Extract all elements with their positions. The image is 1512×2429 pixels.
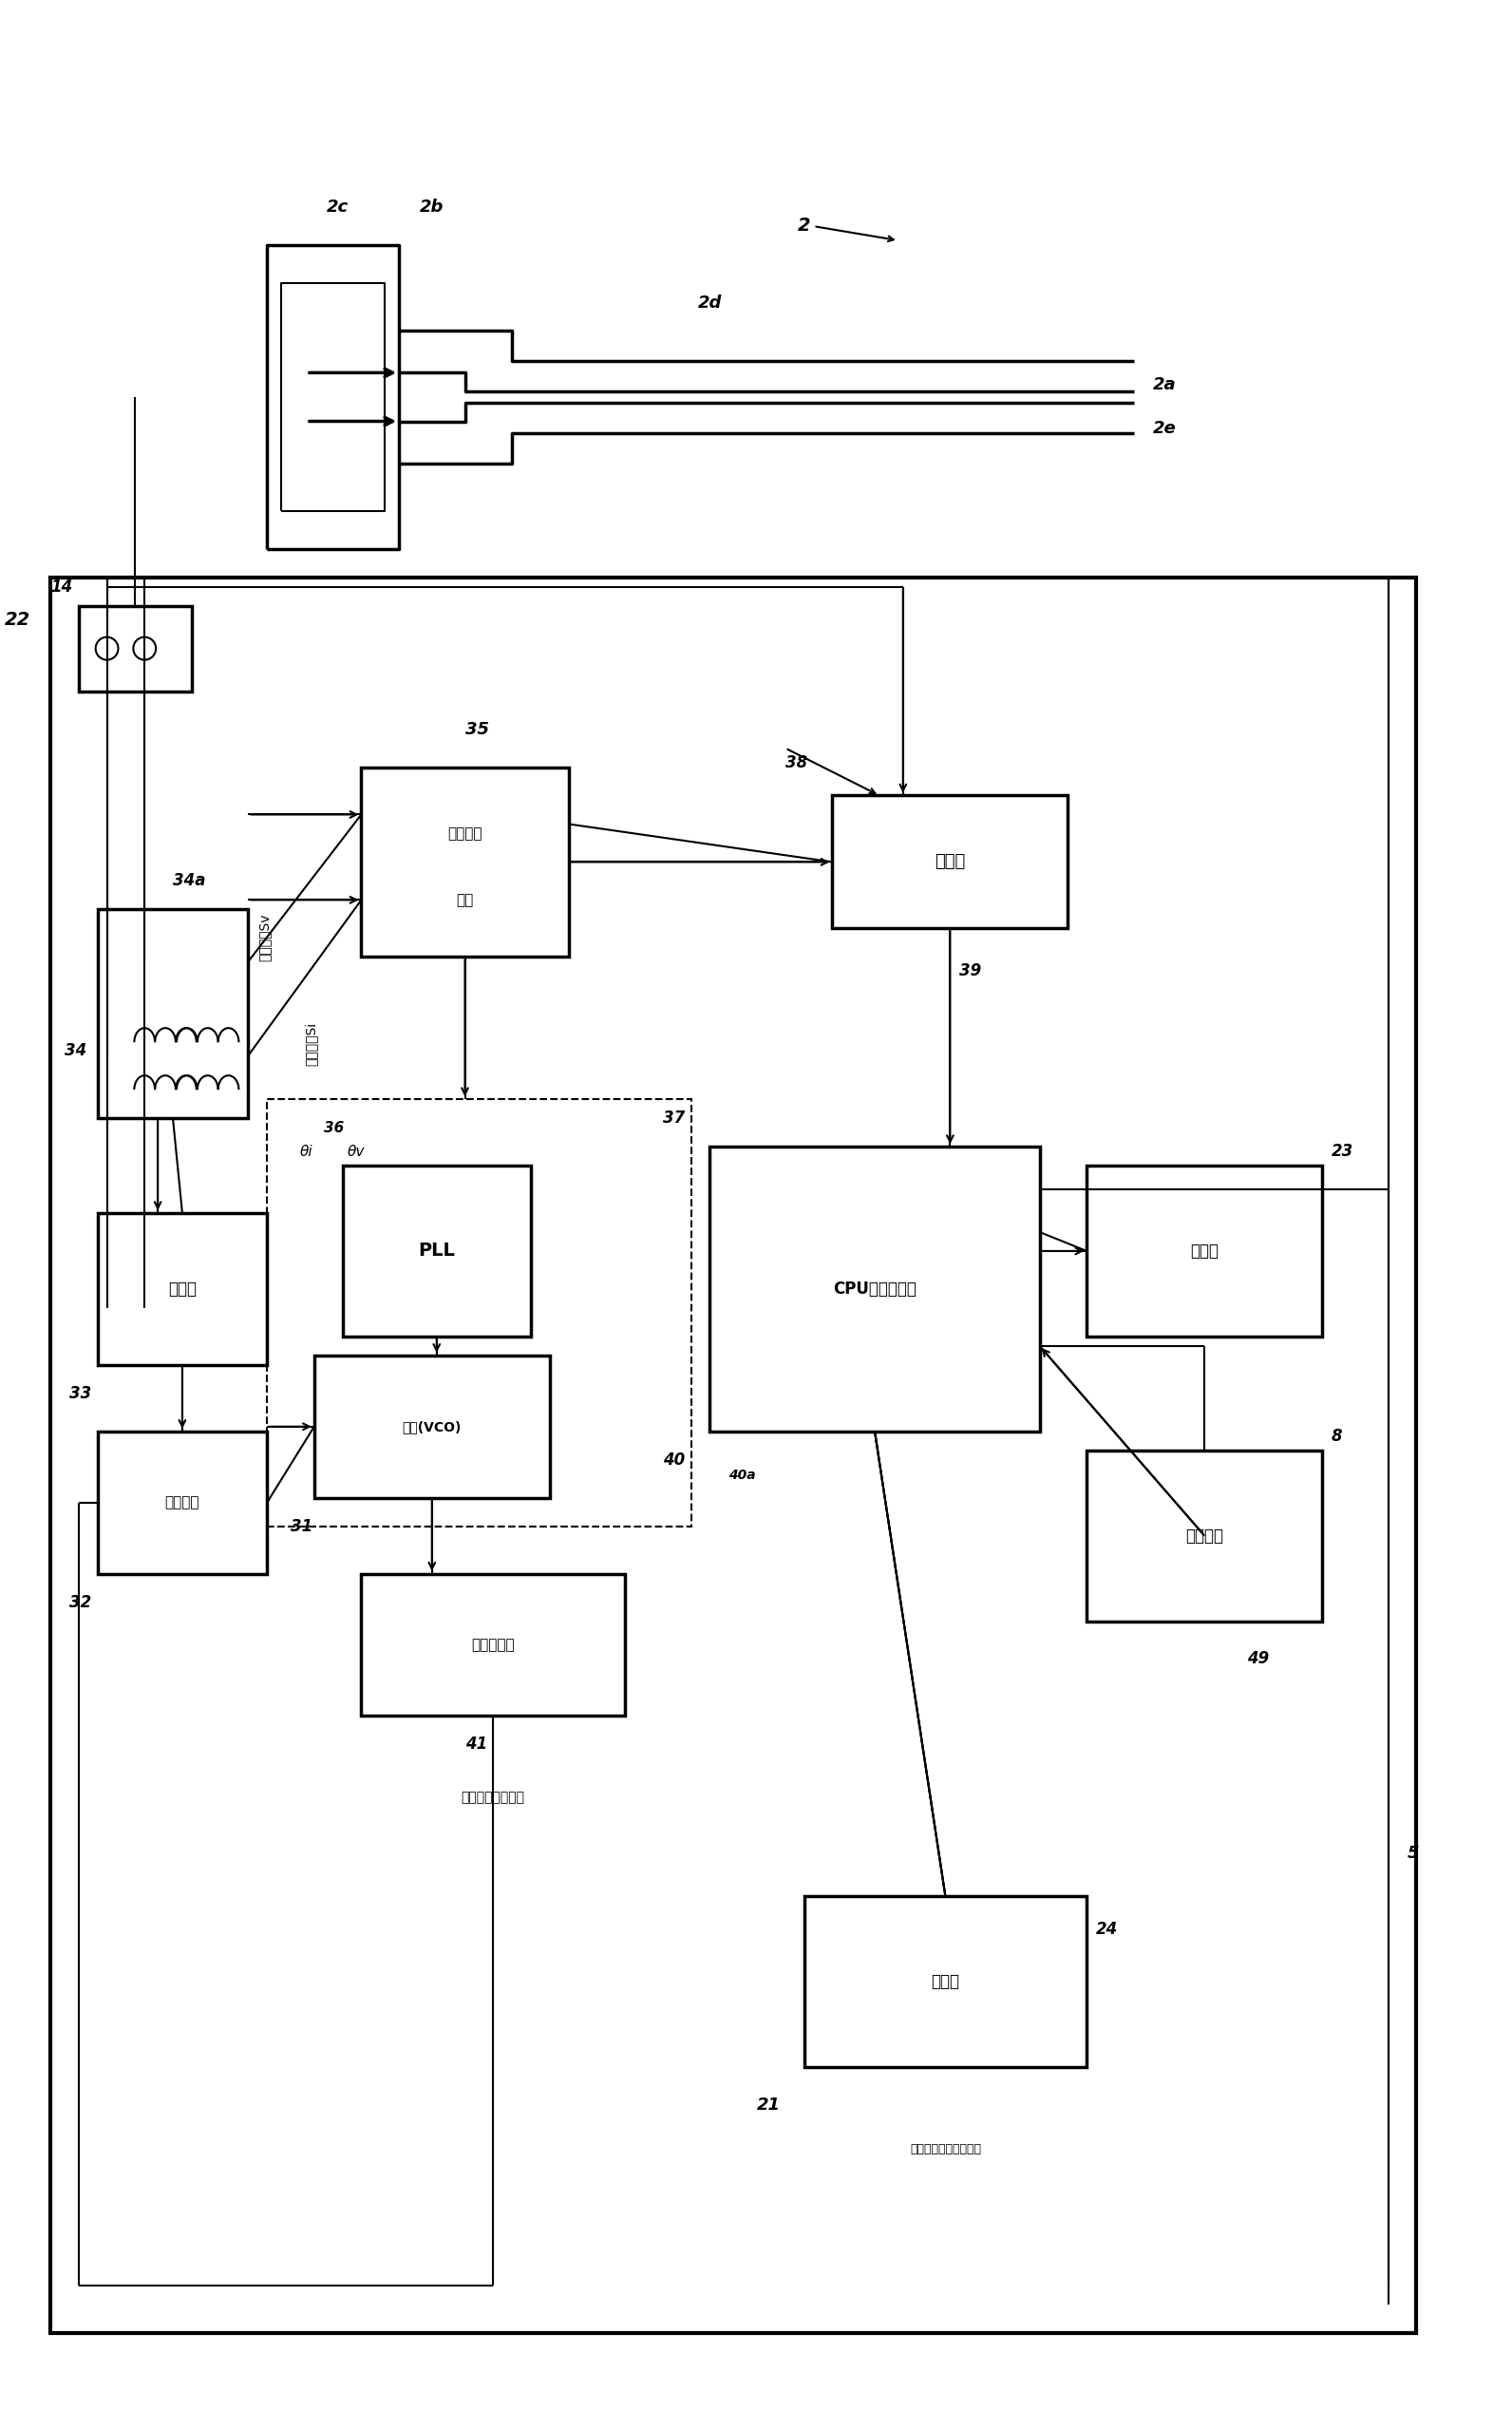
Text: 2c: 2c [327, 199, 349, 216]
Text: 检测: 检测 [457, 894, 473, 906]
Text: 40: 40 [662, 1450, 685, 1470]
Text: 滤波器: 滤波器 [934, 853, 966, 870]
Text: 32: 32 [70, 1593, 91, 1610]
FancyBboxPatch shape [361, 1574, 624, 1715]
Text: 21: 21 [758, 2096, 780, 2113]
Text: 电流信号Si: 电流信号Si [305, 1023, 318, 1066]
Text: 24: 24 [1096, 1921, 1119, 1938]
Text: 35: 35 [464, 721, 488, 738]
Text: 34a: 34a [172, 872, 206, 889]
FancyBboxPatch shape [342, 1166, 531, 1336]
Text: 5: 5 [1408, 1846, 1418, 1863]
Text: 设定部: 设定部 [931, 1972, 960, 1989]
Text: 23: 23 [1332, 1142, 1353, 1161]
FancyBboxPatch shape [50, 578, 1417, 2332]
Text: 电压信号Sv: 电压信号Sv [257, 913, 271, 962]
Text: 38: 38 [785, 753, 807, 770]
FancyBboxPatch shape [804, 1897, 1087, 2067]
Text: 37: 37 [662, 1110, 685, 1127]
Text: θi: θi [299, 1144, 313, 1159]
FancyBboxPatch shape [97, 908, 248, 1117]
Text: 电流电压: 电流电压 [448, 826, 482, 840]
Text: 输出电流设定信号: 输出电流设定信号 [461, 1790, 525, 1805]
FancyBboxPatch shape [79, 605, 192, 692]
Text: 2d: 2d [699, 294, 721, 311]
Text: 40a: 40a [729, 1467, 756, 1482]
Text: θv: θv [348, 1144, 364, 1159]
FancyBboxPatch shape [97, 1431, 268, 1574]
Text: 放大器: 放大器 [168, 1280, 197, 1297]
Text: 34: 34 [65, 1042, 86, 1059]
Text: 2b: 2b [420, 199, 445, 216]
Text: CPU抑制控制部: CPU抑制控制部 [833, 1280, 916, 1297]
FancyBboxPatch shape [314, 1355, 550, 1499]
Text: 39: 39 [960, 962, 981, 979]
Text: PLL: PLL [419, 1241, 455, 1261]
Text: 振荡(VCO): 振荡(VCO) [402, 1421, 461, 1433]
Text: 2a: 2a [1152, 376, 1176, 393]
Text: 41: 41 [464, 1737, 487, 1754]
Text: 差动放大器: 差动放大器 [472, 1637, 516, 1652]
Text: 脚踏开关: 脚踏开关 [1185, 1528, 1223, 1545]
Text: 14: 14 [50, 578, 73, 595]
FancyBboxPatch shape [709, 1146, 1040, 1431]
Text: 2: 2 [798, 216, 810, 236]
Text: 控制模式信号、设定値: 控制模式信号、设定値 [910, 2142, 981, 2155]
Text: 22: 22 [5, 610, 30, 629]
Text: 49: 49 [1247, 1652, 1269, 1669]
Text: 36: 36 [324, 1122, 343, 1134]
Text: 8: 8 [1332, 1428, 1343, 1445]
FancyBboxPatch shape [268, 1100, 691, 1525]
Text: 乘法运算: 乘法运算 [165, 1496, 200, 1508]
Text: 显示部: 显示部 [1190, 1244, 1219, 1261]
FancyBboxPatch shape [1087, 1450, 1323, 1620]
FancyBboxPatch shape [97, 1212, 268, 1365]
Text: 2e: 2e [1152, 420, 1176, 437]
Text: 31: 31 [290, 1518, 313, 1535]
FancyBboxPatch shape [361, 768, 569, 957]
FancyBboxPatch shape [1087, 1166, 1323, 1336]
FancyBboxPatch shape [832, 797, 1067, 928]
Text: 33: 33 [70, 1385, 91, 1402]
